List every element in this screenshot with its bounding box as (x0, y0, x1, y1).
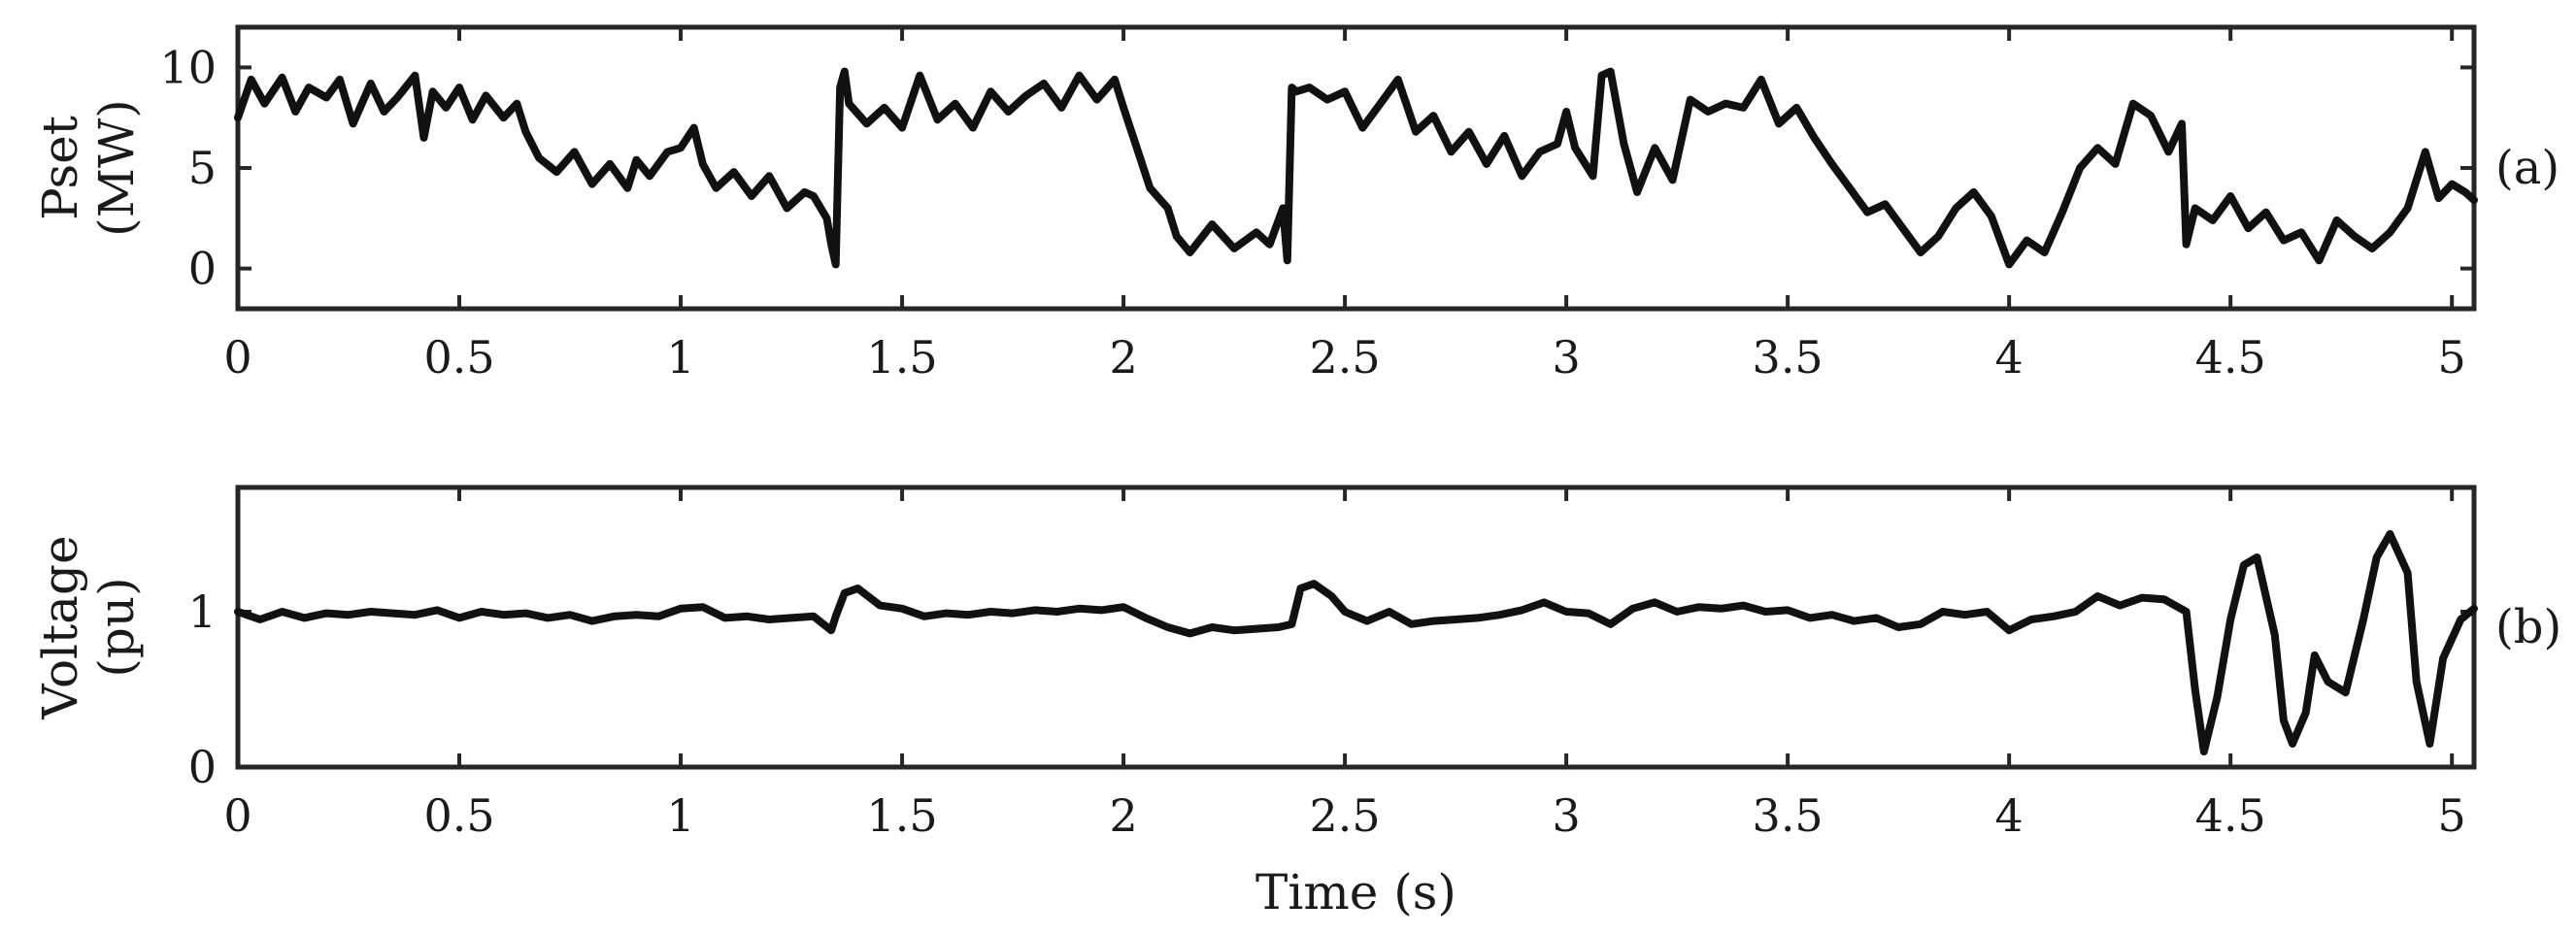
plot-frame-b (235, 485, 2477, 770)
y-tick-labels-a: 0 5 10 (159, 41, 217, 294)
y-axis-title-a-line2: (MW) (88, 99, 145, 237)
ticks-b (236, 487, 2474, 769)
x-tick-label: 3 (1552, 789, 1580, 842)
y-tick-label: 10 (159, 41, 217, 93)
x-tick-label: 1.5 (866, 789, 937, 842)
x-tick-label: 2 (1109, 789, 1137, 842)
y-axis-title-a-line1: Pset (32, 116, 88, 220)
y-tick-label: 0 (188, 243, 217, 295)
x-tick-label: 4 (1995, 789, 2024, 842)
x-tick-label: 1 (666, 331, 694, 384)
y-tick-label: 5 (188, 142, 217, 194)
x-tick-label: 0 (223, 331, 251, 384)
x-tick-label: 3.5 (1753, 789, 1823, 842)
x-tick-label: 4 (1995, 331, 2024, 384)
x-tick-label: 2.5 (1310, 331, 1381, 384)
x-axis-title: Time (s) (1255, 864, 1456, 920)
y-tick-label: 1 (188, 585, 217, 638)
x-tick-label: 0.5 (423, 331, 494, 384)
x-tick-labels-b: 0 0.5 1 1.5 2 2.5 3 3.5 4 4.5 5 (223, 789, 2465, 842)
voltage-series-line (234, 530, 2478, 755)
x-tick-label: 5 (2438, 789, 2466, 842)
panel-label-a: (a) (2495, 141, 2559, 195)
x-tick-label: 5 (2438, 331, 2466, 384)
x-tick-label: 0.5 (423, 789, 494, 842)
y-axis-title-b-line1: Voltage (32, 535, 88, 719)
x-tick-label: 1.5 (866, 331, 937, 384)
x-tick-label: 1 (666, 789, 694, 842)
y-axis-title-b-line2: (pu) (88, 577, 145, 677)
panel-a: 0 0.5 1 1.5 2 2.5 3 3.5 4 4.5 5 0 5 10 Pset (MW) (a) (32, 24, 2559, 384)
x-tick-label: 4.5 (2195, 789, 2266, 842)
x-tick-label: 3 (1552, 331, 1580, 384)
ticks-a (236, 27, 2474, 309)
pset-series-line (234, 67, 2478, 269)
x-tick-label: 4.5 (2195, 331, 2266, 384)
panel-b: 0 0.5 1 1.5 2 2.5 3 3.5 4 4.5 5 01 Voltage (pu) (b… (32, 485, 2561, 920)
x-tick-label: 0 (223, 789, 251, 842)
y-tick-label: 0 (188, 741, 217, 793)
x-tick-label: 3.5 (1753, 331, 1823, 384)
x-tick-label: 2.5 (1310, 789, 1381, 842)
y-tick-labels-b: 01 (188, 585, 217, 793)
x-tick-label: 2 (1109, 331, 1137, 384)
panel-label-b: (b) (2495, 600, 2561, 654)
plot-frame-a (235, 24, 2477, 312)
x-tick-labels-a: 0 0.5 1 1.5 2 2.5 3 3.5 4 4.5 5 (223, 331, 2465, 384)
